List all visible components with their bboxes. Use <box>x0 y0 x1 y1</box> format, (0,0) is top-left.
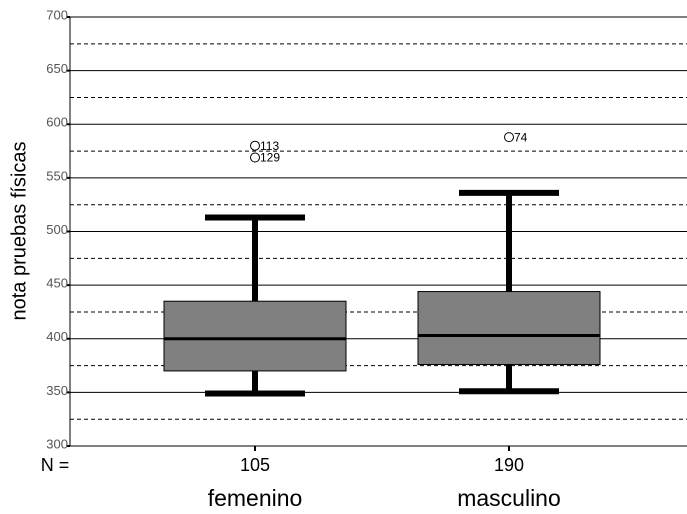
y-tick-label: 600 <box>46 115 68 130</box>
x-tick-label: femenino <box>208 485 303 511</box>
y-tick-label: 700 <box>46 7 68 22</box>
box <box>163 300 347 372</box>
y-tick-label: 350 <box>46 383 68 398</box>
x-tick-label: masculino <box>457 485 561 511</box>
outlier <box>250 152 260 163</box>
y-axis-label: nota pruebas físicas <box>8 142 30 321</box>
n-value: 105 <box>240 455 270 475</box>
y-tick-label: 650 <box>46 61 68 76</box>
outlier <box>504 132 514 143</box>
y-tick-label: 400 <box>46 329 68 344</box>
outlier-label: 74 <box>514 130 528 144</box>
n-label: N = <box>41 455 70 475</box>
y-tick-label: 450 <box>46 276 68 291</box>
y-tick-label: 300 <box>46 436 68 451</box>
y-tick-label: 550 <box>46 168 68 183</box>
outlier-label: 129 <box>260 151 280 165</box>
y-tick-label: 500 <box>46 222 68 237</box>
outlier <box>250 140 260 151</box>
n-value: 190 <box>494 455 524 475</box>
box <box>417 291 601 365</box>
outlier-label: 113 <box>260 139 279 153</box>
